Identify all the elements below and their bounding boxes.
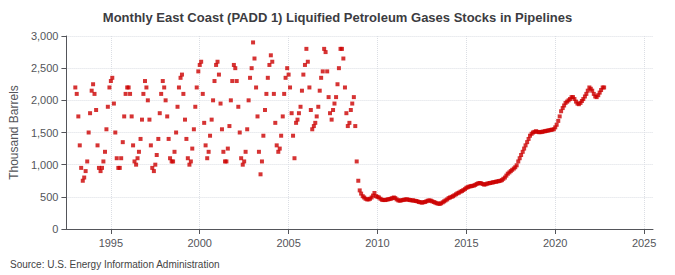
svg-text:2020: 2020 bbox=[543, 237, 567, 249]
svg-text:0: 0 bbox=[52, 223, 58, 235]
svg-text:500: 500 bbox=[40, 191, 58, 203]
svg-text:1,500: 1,500 bbox=[31, 127, 59, 139]
svg-text:Source: U.S. Energy Informatio: Source: U.S. Energy Information Administ… bbox=[10, 259, 220, 270]
svg-text:2000: 2000 bbox=[187, 237, 211, 249]
svg-text:3,000: 3,000 bbox=[31, 30, 59, 42]
svg-text:2010: 2010 bbox=[365, 237, 389, 249]
svg-text:2025: 2025 bbox=[632, 237, 656, 249]
svg-text:Thousand Barrels: Thousand Barrels bbox=[7, 85, 21, 180]
svg-text:1,000: 1,000 bbox=[31, 159, 59, 171]
svg-text:2005: 2005 bbox=[276, 237, 300, 249]
svg-text:2,000: 2,000 bbox=[31, 94, 59, 106]
svg-text:2,500: 2,500 bbox=[31, 62, 59, 74]
svg-text:2015: 2015 bbox=[454, 237, 478, 249]
svg-text:1995: 1995 bbox=[99, 237, 123, 249]
svg-text:Monthly East Coast (PADD 1) Li: Monthly East Coast (PADD 1) Liquified Pe… bbox=[103, 10, 572, 25]
